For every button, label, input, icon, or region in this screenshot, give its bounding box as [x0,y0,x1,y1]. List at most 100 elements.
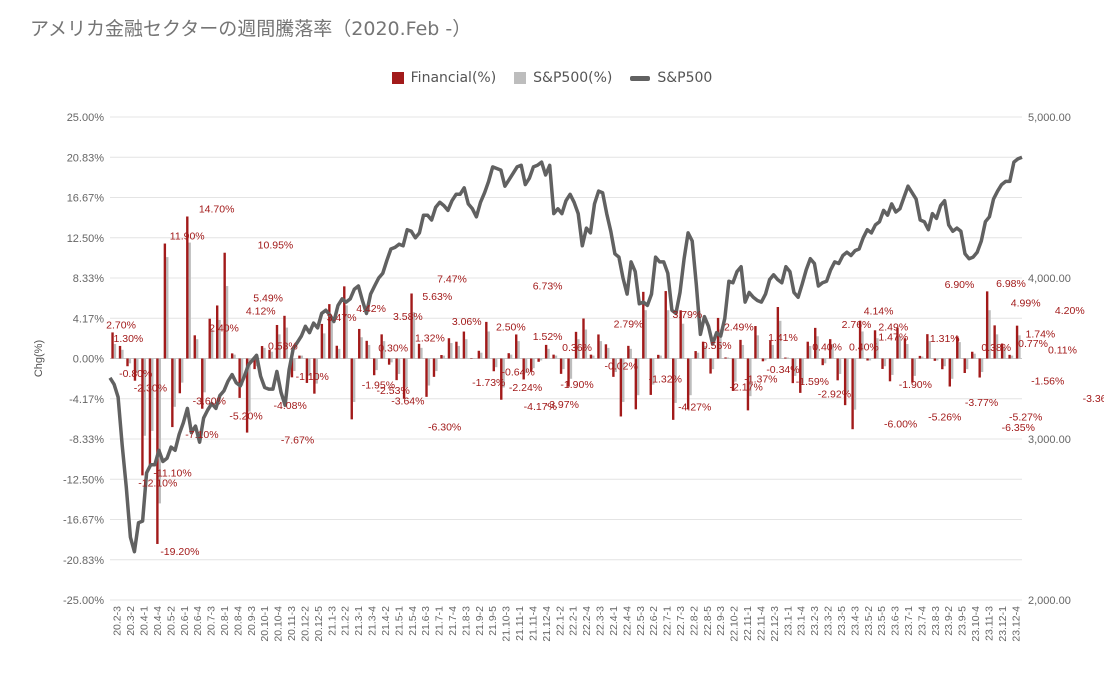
data-label: -0.64% [502,367,535,379]
legend-item-sp500-pct[interactable]: S&P500(%) [514,70,612,86]
data-label: 0.77% [1018,338,1048,350]
sp500-pct-bar [285,327,289,359]
sp500-pct-bar [838,358,842,374]
sp500-pct-bar [158,358,161,504]
financial-bar [1015,325,1019,359]
legend-item-financial[interactable]: Financial(%) [391,70,496,86]
data-label: 3.47% [327,312,357,324]
financial-bar [941,358,944,370]
data-label: -3.77% [965,397,998,409]
x-tick-label: 23.1-4 [796,606,808,636]
x-tick-label: 21.11-4 [527,606,539,641]
financial-bar [432,358,436,377]
sp500-pct-bar [846,358,849,393]
financial-bar [380,334,383,359]
financial-bar [642,291,645,359]
sp500-pct-bar [360,337,363,359]
y-axis-label: Chg(%) [33,340,45,377]
sp500-pct-bar [816,336,819,359]
data-label: 2.79% [614,319,644,331]
y-tick-label: 8.33% [73,273,104,285]
financial-bar [574,331,578,359]
data-label: 2.40% [209,322,239,334]
y2-tick-label: 4,000.00 [1028,273,1071,285]
x-tick-label: 23.4-3 [849,606,861,636]
financial-bar [417,343,421,359]
sp500-pct-bar [136,358,139,373]
x-tick-label: 23.1-1 [782,606,794,636]
sp500-pct-bar [323,333,326,359]
financial-bar [216,305,219,359]
data-label: -11.10% [153,468,191,480]
data-label: -0.34% [766,364,799,376]
financial-bar [462,331,466,359]
x-tick-label: 23.2-3 [809,606,821,636]
sp500-pct-bar [592,355,595,359]
x-tick-label: 23.5-2 [863,606,875,636]
financial-bar [724,357,727,359]
financial-bar [716,317,720,359]
x-tick-label: 20.2-3 [112,606,124,636]
sp500-pct-bar [965,358,969,370]
financial-bar [290,358,294,378]
sp500-pct-bar [188,242,191,359]
financial-bar [873,330,877,359]
sp500-pct-bar [151,358,154,431]
sp500-pct-bar [711,358,715,370]
x-tick-label: 21.6-3 [420,606,432,636]
financial-bar [746,358,750,411]
sp500-pct-bar [300,355,304,359]
x-tick-label: 21.11-1 [514,606,526,641]
sp500-pct-bar [203,358,206,393]
data-label: 0.38% [981,342,1011,354]
sp500-pct-bar [644,310,647,359]
financial-bar [126,358,129,367]
financial-bar [664,291,667,359]
financial-bar [1008,354,1011,359]
x-tick-label: 22.4-4 [621,606,633,636]
sp500-pct-bar [995,334,999,359]
sp500-pct-bar [651,358,655,385]
x-tick-label: 20.4-4 [152,606,164,636]
y-tick-label: 16.67% [67,193,105,205]
x-tick-label: 23.12-1 [997,606,1009,642]
x-tick-label: 20.12-5 [313,606,325,642]
financial-bar [544,344,548,359]
legend-item-sp500[interactable]: S&P500 [630,70,712,86]
data-label: -1.90% [899,379,932,391]
x-tick-label: 21.7-4 [447,606,459,636]
data-label: 14.70% [199,203,235,215]
sp500-pct-bar [853,358,857,410]
sp500-pct-bar [166,257,169,359]
x-tick-label: 20.5-2 [165,606,177,636]
financial-bar [843,358,847,406]
sp500-pct-bar [614,358,617,373]
sp500-pct-bar [472,358,475,359]
data-label: 2.49% [878,321,908,333]
x-tick-label: 22.11-1 [742,606,754,641]
data-label: -5.27% [1009,411,1042,423]
financial-bar [425,358,428,397]
sp500-pct-bar [1018,335,1021,359]
x-tick-label: 23.10-4 [970,606,982,642]
financial-bar [313,358,316,394]
financial-bar [918,355,922,359]
data-label: 10.95% [258,240,294,252]
x-tick-label: 22.8-2 [688,606,700,636]
x-tick-label: 20.4-1 [139,606,151,636]
sp500-pct-bar [270,351,274,359]
x-tick-label: 20.10-1 [259,606,271,642]
sp500-pct-bar [943,358,946,367]
financial-bar [186,216,189,359]
sp500-pct-bar [442,355,446,359]
sp500-pct-bar [1003,347,1006,359]
sp500-pct-bar [1010,355,1014,359]
y-tick-label: 4.17% [73,313,104,325]
x-tick-label: 22.2-4 [581,606,593,636]
financial-bar [350,358,353,420]
data-label: -0.80% [119,368,152,380]
sp500-pct-bar [524,358,528,373]
data-label: -1.37% [744,374,777,386]
sp500-pct-bar [263,347,266,359]
data-label: 1.74% [1025,329,1055,341]
